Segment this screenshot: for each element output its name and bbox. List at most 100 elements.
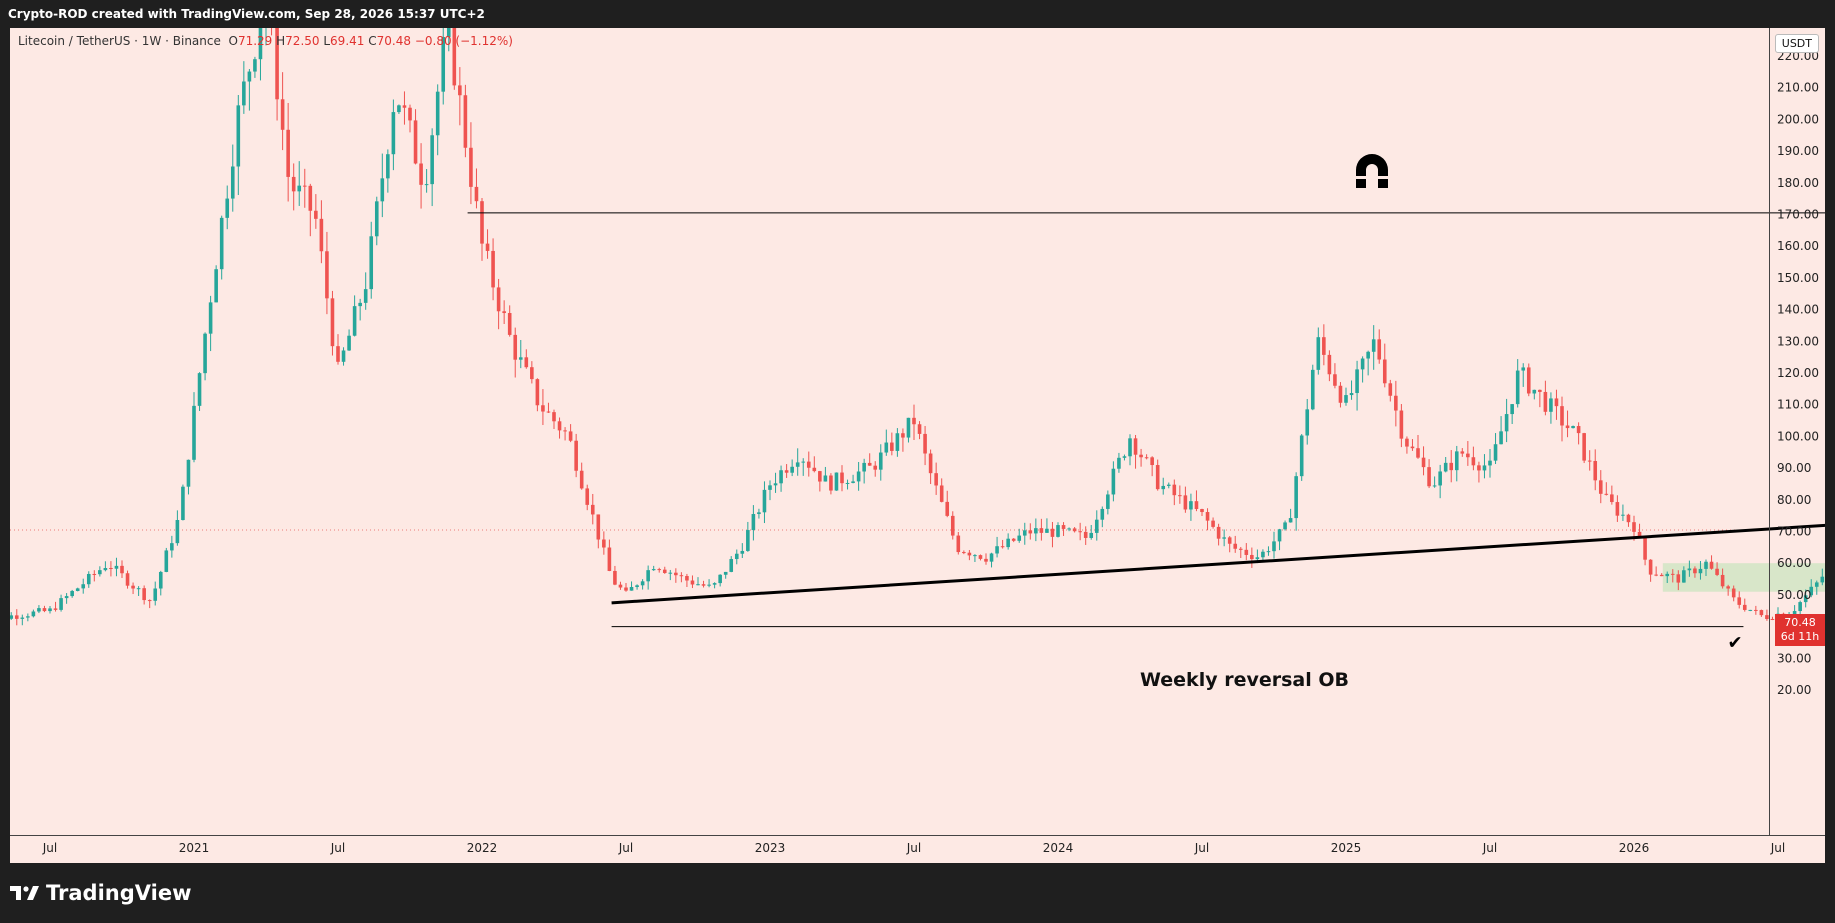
candle-body — [806, 461, 811, 468]
candle-body — [773, 483, 778, 486]
candle-body — [81, 584, 86, 589]
candle-body — [585, 488, 590, 505]
candle-body — [1338, 385, 1343, 403]
time-tick-label: Jul — [618, 841, 633, 855]
candle-body — [1128, 438, 1132, 457]
candle-body — [679, 575, 684, 577]
time-tick-label: 2021 — [179, 841, 210, 855]
candle-body — [768, 485, 772, 490]
candle-body — [1078, 531, 1082, 533]
candle-body — [973, 555, 977, 557]
ascending-trendline — [611, 523, 1825, 605]
candle-body — [380, 178, 385, 202]
candle-body — [1305, 409, 1310, 436]
candle-body — [1405, 438, 1409, 447]
close-label: C — [368, 34, 377, 48]
candle-body — [779, 470, 783, 484]
price-tick-label: 210.00 — [1777, 81, 1819, 95]
currency-button[interactable]: USDT — [1774, 34, 1819, 53]
candle-body — [42, 608, 47, 612]
candle-body — [1150, 457, 1154, 466]
candle-body — [646, 570, 650, 582]
candle-body — [374, 201, 379, 237]
candle-body — [1205, 512, 1210, 521]
candle-body — [651, 569, 656, 571]
chart-svg[interactable]: ✔20.0030.0040.0050.0060.0070.0080.0090.0… — [10, 28, 1825, 863]
candle-body — [518, 357, 523, 360]
candle-body — [1322, 337, 1326, 355]
candle-body — [629, 587, 634, 591]
candle-body — [1111, 468, 1116, 495]
low-value: 69.41 — [330, 34, 365, 48]
candle-body — [1022, 530, 1027, 536]
candle-body — [895, 433, 900, 451]
candle-body — [1299, 435, 1304, 477]
chart-area[interactable]: ✔20.0030.0040.0050.0060.0070.0080.0090.0… — [10, 28, 1825, 863]
candle-body — [491, 250, 495, 288]
candle-body — [856, 471, 861, 482]
price-axis[interactable] — [1769, 28, 1825, 836]
candle-body — [1133, 438, 1138, 455]
candle-body — [402, 105, 407, 108]
candle-body — [1587, 460, 1592, 462]
price-tick-label: 90.00 — [1777, 461, 1811, 475]
candle-body — [469, 147, 473, 187]
candle-body — [53, 608, 58, 610]
candle-body — [840, 472, 844, 484]
candle-body — [192, 405, 196, 460]
candle-body — [590, 504, 595, 515]
high-label: H — [276, 34, 286, 48]
candle-body — [20, 617, 25, 619]
candle-body — [829, 475, 833, 491]
candle-body — [1648, 559, 1653, 575]
candle-body — [1803, 595, 1808, 603]
candle-body — [496, 287, 501, 312]
candle-body — [480, 201, 484, 244]
candle-body — [386, 154, 390, 179]
candle-body — [1820, 576, 1825, 583]
candle-body — [1255, 557, 1260, 560]
candle-body — [845, 482, 850, 484]
bar-countdown: 6d 11h — [1780, 630, 1820, 643]
candle-body — [790, 466, 794, 473]
time-tick-label: Jul — [330, 841, 345, 855]
candle-body — [247, 71, 252, 82]
candle-body — [170, 543, 174, 551]
candle-body — [1504, 414, 1509, 432]
candle-body — [1045, 528, 1049, 533]
price-tick-label: 100.00 — [1777, 429, 1819, 443]
candle-body — [1526, 367, 1531, 394]
candle-body — [552, 412, 556, 422]
candle-body — [125, 573, 130, 586]
candle-body — [424, 184, 429, 186]
candle-body — [1654, 574, 1658, 576]
candle-body — [1765, 615, 1769, 619]
candle-body — [613, 570, 617, 585]
price-tick-label: 180.00 — [1777, 176, 1819, 190]
candle-body — [1593, 460, 1598, 481]
tradingview-brand[interactable]: TradingView — [10, 881, 191, 905]
candle-body — [1449, 462, 1454, 471]
candle-body — [1355, 369, 1359, 394]
candle-body — [430, 135, 434, 185]
candle-body — [1582, 433, 1586, 461]
time-axis[interactable] — [10, 835, 1825, 863]
candle-body — [1272, 541, 1276, 552]
candle-body — [873, 465, 878, 470]
candle-body — [275, 28, 279, 100]
price-tick-label: 30.00 — [1777, 651, 1811, 665]
candle-body — [1106, 494, 1110, 509]
candle-body — [1294, 476, 1298, 519]
time-tick-label: Jul — [1194, 841, 1209, 855]
candle-body — [1288, 518, 1293, 523]
candle-body — [524, 357, 529, 368]
candle-body — [1366, 351, 1370, 359]
candle-body — [696, 584, 700, 586]
change-value: −0.80 (−1.12%) — [414, 34, 513, 48]
candle-body — [1693, 568, 1697, 574]
candle-body — [103, 568, 108, 571]
chart-caption: Crypto-ROD created with TradingView.com,… — [0, 0, 1835, 28]
candle-body — [1139, 454, 1143, 458]
price-tick-label: 130.00 — [1777, 334, 1819, 348]
candle-body — [707, 584, 711, 586]
